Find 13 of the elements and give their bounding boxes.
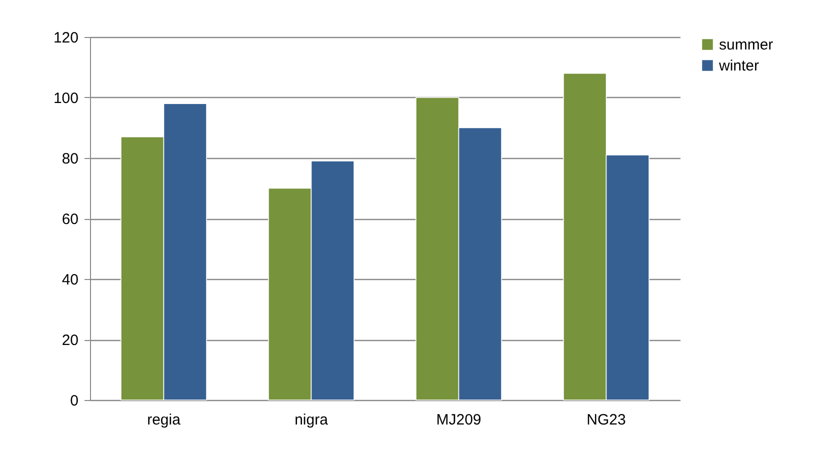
x-tick-label: regia — [147, 412, 182, 428]
y-tick-label: 20 — [62, 332, 78, 349]
y-tick-label: 0 — [70, 392, 78, 410]
x-tick-label: MJ209 — [436, 412, 482, 428]
legend-label: winter — [718, 58, 760, 74]
x-tick-label: NG23 — [586, 412, 626, 428]
y-tick-label: 120 — [53, 30, 78, 46]
y-tick-label: 40 — [62, 272, 78, 288]
y-tick-label: 60 — [62, 211, 78, 228]
legend-label: summer — [719, 36, 774, 54]
y-tick-label: 100 — [53, 90, 78, 107]
y-tick-label: 80 — [62, 150, 78, 168]
x-tick-label: nigra — [294, 412, 329, 428]
